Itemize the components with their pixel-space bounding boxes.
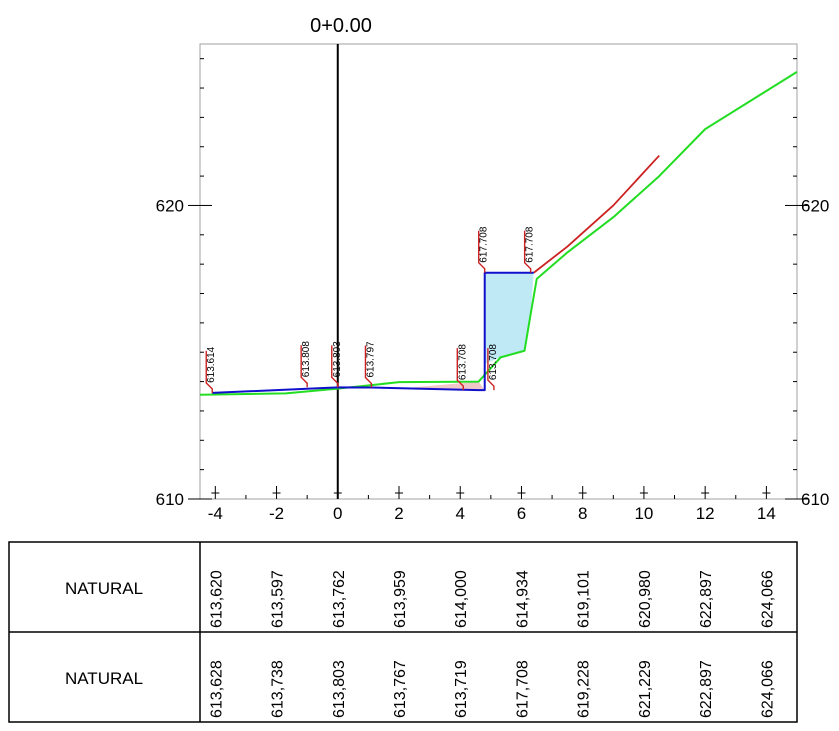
- plot-frame: [199, 43, 798, 500]
- elevation-leader: [456, 348, 464, 391]
- cut-slope-line: [533, 154, 660, 274]
- elevation-label: 617.708: [478, 226, 490, 273]
- band-value: 613,738: [270, 660, 287, 718]
- y-tick-label-right: 620: [801, 196, 829, 215]
- elevation-leader: [364, 345, 373, 388]
- x-tick-label: 0: [333, 504, 342, 523]
- x-tick-label: 12: [696, 504, 715, 523]
- band-value: 622,897: [698, 570, 715, 628]
- elevation-label: 613.614: [205, 346, 217, 393]
- elevation-value: 613.614: [206, 346, 217, 383]
- elevation-leader: [331, 345, 339, 388]
- x-tick-label: 4: [455, 504, 464, 523]
- band-label-2: NATURAL: [65, 669, 143, 688]
- x-axis-ticks: -4 -2 0 2 4 6 8 10 12 14: [208, 486, 776, 523]
- area-fills: [371, 272, 534, 391]
- band-label-1: NATURAL: [65, 579, 143, 598]
- band-value: 613,628: [208, 660, 225, 718]
- y-axis-ticks: 610 610 620 620: [156, 58, 829, 509]
- band-value: 619,228: [576, 660, 593, 718]
- elevation-label: 613.708: [456, 344, 468, 391]
- band-value: 621,229: [637, 660, 654, 718]
- elevation-leader: [478, 230, 486, 273]
- x-tick-label: 6: [517, 504, 526, 523]
- elevation-value: 617.708: [525, 226, 536, 263]
- elevation-label: 613.808: [300, 341, 312, 388]
- band-values: 613,620 613,597 613,762 613,959 614,000 614,9…: [208, 570, 776, 718]
- band-value: 624,066: [759, 660, 776, 718]
- cut-area: [371, 381, 485, 391]
- elevation-label: 613.797: [364, 341, 376, 388]
- elevation-value: 617.708: [479, 226, 490, 263]
- band-value: 619,101: [576, 570, 593, 628]
- section-title: 0+0.00: [310, 15, 372, 37]
- elevation-value: 613.797: [365, 341, 376, 378]
- elevation-leader: [487, 348, 495, 391]
- band-value: 620,980: [637, 570, 654, 628]
- fill-area: [484, 272, 534, 364]
- band-table: NATURAL NATURAL 613,620 613,597 613,762 613…: [8, 541, 798, 723]
- band-value: 613,762: [331, 570, 348, 628]
- y-tick-label-right: 610: [801, 490, 829, 509]
- elevation-label: 613.803: [331, 341, 343, 388]
- band-value: 614,000: [453, 570, 470, 628]
- elevation-leader: [300, 345, 308, 388]
- elevation-value: 613.803: [332, 341, 343, 378]
- x-tick-label: -2: [269, 504, 284, 523]
- band-value: 622,897: [698, 660, 715, 718]
- y-tick-label-left: 620: [156, 196, 184, 215]
- band-value: 613,597: [270, 570, 287, 628]
- band-value: 617,708: [514, 660, 531, 718]
- band-value: 613,767: [392, 660, 409, 718]
- band-value: 613,959: [392, 570, 409, 628]
- elevation-label: 613.708: [487, 344, 499, 391]
- band-value: 613,719: [453, 660, 470, 718]
- elevation-value: 613.808: [301, 341, 312, 378]
- y-tick-label-left: 610: [156, 490, 184, 509]
- x-tick-label: -4: [208, 504, 223, 523]
- x-tick-label: 14: [757, 504, 776, 523]
- elevation-value: 613.708: [457, 344, 468, 381]
- elevation-leader: [523, 230, 532, 273]
- x-tick-label: 10: [634, 504, 653, 523]
- elevation-leader: [205, 350, 213, 393]
- band-value: 624,066: [759, 570, 776, 628]
- elevation-label: 617.708: [523, 226, 536, 273]
- x-tick-label: 2: [394, 504, 403, 523]
- elevation-value: 613.708: [488, 344, 499, 381]
- x-tick-label: 8: [578, 504, 587, 523]
- band-value: 613,620: [208, 570, 225, 628]
- band-value: 614,934: [514, 570, 531, 628]
- band-value: 613,803: [331, 660, 348, 718]
- elevation-labels: 613.614 613.808 613.803 613.797 613.708 613.7…: [205, 226, 536, 393]
